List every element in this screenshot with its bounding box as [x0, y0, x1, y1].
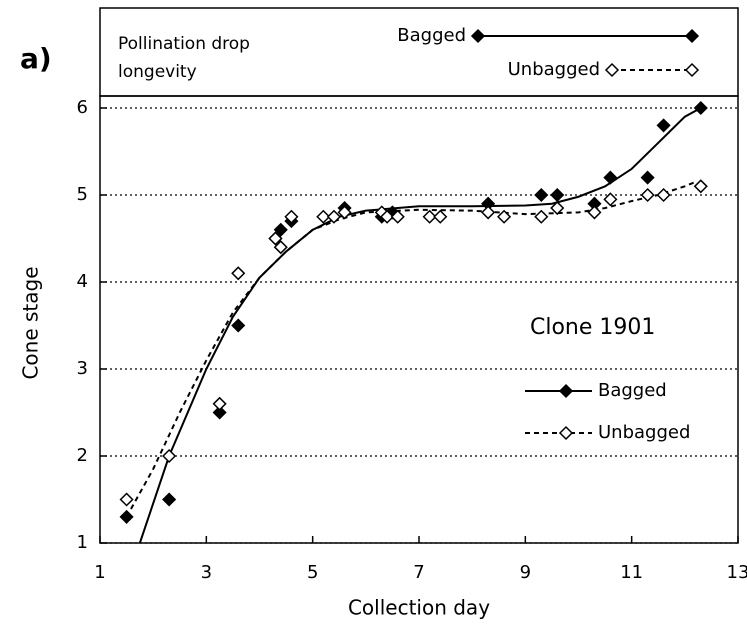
legend-label: Bagged	[397, 25, 466, 46]
x-tick-label: 9	[520, 562, 531, 583]
data-point	[640, 170, 655, 185]
x-axis-label: Collection day	[348, 596, 490, 620]
data-point	[326, 209, 341, 224]
x-tick-label: 13	[727, 562, 747, 583]
legend-marker	[558, 383, 574, 399]
data-point	[337, 205, 352, 220]
y-tick-label: 2	[77, 445, 88, 466]
data-point	[693, 100, 708, 116]
data-point	[587, 205, 602, 220]
legend-title: Pollination drop	[118, 34, 250, 54]
y-tick-label: 6	[77, 97, 88, 118]
data-point	[656, 118, 671, 133]
legend-label: Unbagged	[508, 59, 600, 80]
data-point	[231, 318, 246, 333]
data-point	[162, 448, 177, 464]
data-point	[534, 187, 549, 203]
data-point	[273, 240, 288, 255]
x-tick-label: 11	[620, 562, 643, 583]
legend-marker	[684, 28, 700, 44]
data-point	[481, 205, 496, 220]
data-point	[656, 187, 671, 203]
data-point	[119, 509, 134, 524]
legend-label: Unbagged	[598, 422, 690, 443]
legend-marker	[604, 62, 620, 78]
data-point	[316, 209, 331, 224]
y-tick-label: 5	[77, 184, 88, 205]
data-point	[162, 492, 177, 507]
y-tick-label: 3	[77, 358, 88, 379]
data-point	[284, 209, 299, 224]
x-tick-label: 5	[307, 562, 318, 583]
legend-title: longevity	[118, 62, 197, 82]
data-point	[550, 200, 565, 216]
data-point	[550, 187, 565, 203]
data-point	[231, 266, 246, 281]
legend-marker	[558, 425, 574, 441]
legend-marker	[470, 28, 486, 44]
annotation: Clone 1901	[530, 315, 655, 340]
data-point	[273, 222, 288, 237]
panel-label: a)	[20, 42, 52, 75]
data-point	[212, 405, 227, 420]
y-axis-label: Cone stage	[19, 266, 43, 379]
data-point	[603, 170, 618, 185]
legend-label: Bagged	[598, 380, 667, 401]
data-point	[693, 179, 708, 194]
fit-curve	[138, 107, 702, 544]
y-tick-label: 1	[77, 532, 88, 553]
data-point	[534, 209, 549, 224]
y-tick-label: 4	[77, 271, 88, 292]
legend-marker	[684, 62, 700, 78]
data-point	[433, 209, 448, 224]
x-tick-label: 3	[201, 562, 212, 583]
data-point	[119, 492, 134, 507]
data-point	[268, 231, 283, 246]
data-point	[212, 396, 227, 411]
data-point	[422, 209, 437, 224]
data-point	[380, 209, 395, 224]
data-point	[640, 187, 655, 203]
data-point	[497, 209, 512, 224]
data-point	[390, 209, 405, 224]
x-tick-label: 7	[413, 562, 424, 583]
fit-curve	[125, 181, 696, 518]
x-tick-label: 1	[94, 562, 105, 583]
data-point	[603, 192, 618, 207]
